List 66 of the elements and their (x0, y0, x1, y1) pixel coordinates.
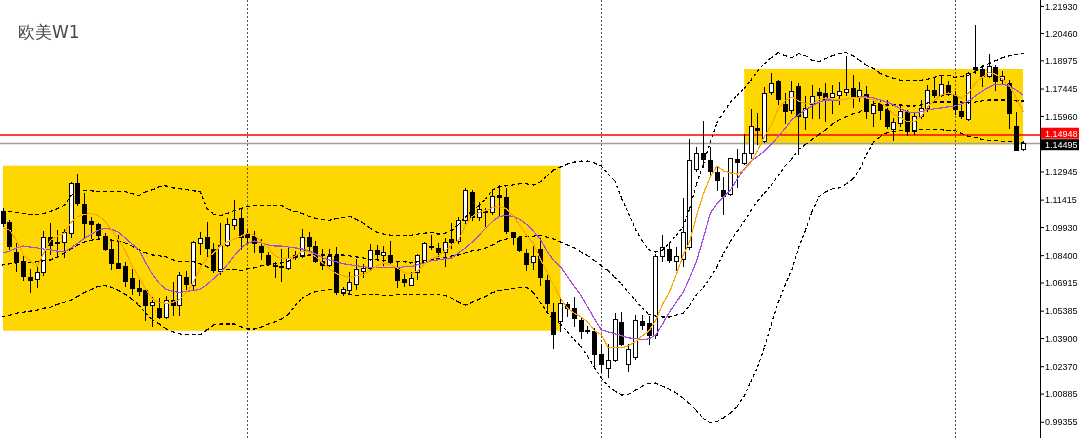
candlestick (830, 85, 835, 114)
y-tick-label: 1.08400 (1045, 250, 1078, 261)
candlestick (708, 146, 713, 178)
y-tick-label: 1.20460 (1045, 28, 1078, 39)
candlestick (674, 247, 679, 272)
y-tick-label: 1.03900 (1045, 333, 1078, 344)
y-tick-label: 1.11415 (1045, 195, 1077, 206)
candlestick (82, 193, 87, 238)
candlestick (123, 262, 128, 288)
candlestick (844, 55, 849, 97)
candlestick (837, 82, 842, 106)
candlestick (524, 249, 529, 271)
candlestick (150, 296, 155, 328)
y-tick-label: 1.06915 (1045, 278, 1078, 289)
candlestick (354, 259, 359, 290)
y-tick-label: 1.12945 (1045, 167, 1078, 178)
y-tick-label: 1.05385 (1045, 306, 1078, 317)
candlestick (545, 275, 550, 313)
candlestick (232, 200, 237, 231)
candlestick (429, 235, 434, 251)
y-tick-label: 1.17445 (1045, 84, 1078, 95)
candlestick (205, 222, 210, 257)
candlestick (735, 148, 740, 188)
candlestick (558, 298, 563, 333)
candlestick (701, 121, 706, 168)
y-tick-label: 1.09930 (1045, 222, 1078, 233)
candlestick (259, 239, 264, 261)
candlestick (130, 268, 135, 295)
candlestick (939, 75, 944, 98)
candlestick (198, 232, 203, 256)
candlestick (497, 184, 502, 216)
candlestick (184, 270, 189, 290)
candlestick (531, 245, 536, 270)
ref-line-label: 1.14948 (1045, 128, 1078, 139)
y-tick-label: 1.21930 (1045, 1, 1078, 12)
candlestick (715, 166, 720, 192)
candlestick (62, 228, 67, 259)
candlestick (21, 255, 26, 282)
candlestick (551, 303, 556, 349)
candlestick (225, 217, 230, 247)
candlestick (980, 64, 985, 88)
candlestick (157, 298, 162, 320)
candlestick (599, 344, 604, 374)
text: 欧美W1 (18, 22, 80, 42)
candlestick (592, 328, 597, 369)
candlestick (776, 79, 781, 105)
candlestick (28, 268, 33, 293)
candlestick (55, 230, 60, 258)
candlestick (490, 189, 495, 215)
y-tick-label: 1.15960 (1045, 111, 1078, 122)
y-tick-label: 1.00885 (1045, 389, 1078, 400)
ref-line-label: 1.14495 (1045, 140, 1078, 151)
candlestick (769, 73, 774, 95)
y-tick-label: 1.18975 (1045, 56, 1078, 67)
candlestick (164, 295, 169, 320)
candlestick (606, 343, 611, 379)
candlestick (89, 216, 94, 239)
candlestick (742, 134, 747, 165)
candlestick (694, 147, 699, 172)
y-tick-label: 0.99355 (1045, 417, 1078, 428)
candlestick (14, 242, 19, 272)
candlestick (116, 235, 121, 270)
candlestick (626, 344, 631, 373)
candlestick (932, 77, 937, 99)
y-tick-label: 1.02370 (1045, 361, 1078, 372)
candlestick (422, 241, 427, 264)
